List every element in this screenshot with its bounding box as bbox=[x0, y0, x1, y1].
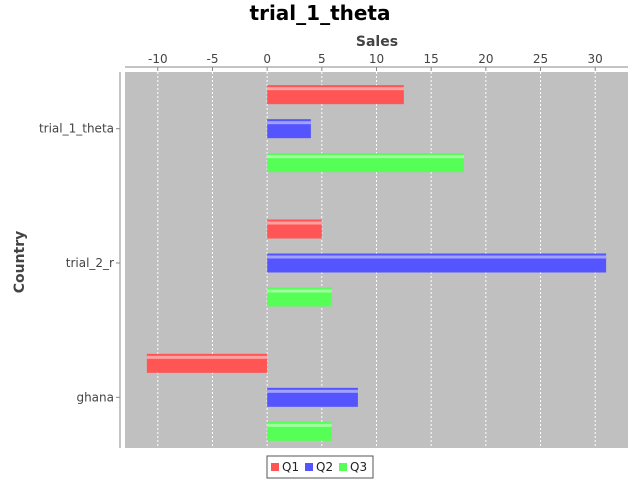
chart-title: trial_1_theta bbox=[250, 1, 391, 25]
legend-label: Q1 bbox=[282, 460, 299, 474]
bar-fill bbox=[267, 153, 464, 173]
legend: Q1 Q2 Q3 bbox=[266, 455, 374, 479]
x-tick-label: 0 bbox=[263, 52, 271, 66]
bar-fill bbox=[267, 253, 607, 273]
bar-highlight bbox=[267, 389, 358, 393]
bar-highlight bbox=[146, 355, 268, 359]
y-axis-title: Country bbox=[12, 231, 28, 294]
bar-q1 bbox=[267, 85, 404, 105]
bar-fill bbox=[146, 353, 268, 373]
y-tick-label: trial_2_r bbox=[66, 256, 114, 270]
x-tick-label: 20 bbox=[478, 52, 493, 66]
legend-box bbox=[266, 455, 374, 479]
bar-highlight bbox=[267, 155, 464, 159]
bar-fill bbox=[267, 119, 311, 139]
x-tick-label: -5 bbox=[206, 52, 218, 66]
bar-highlight bbox=[267, 87, 404, 91]
x-axis: -10 -5 0 5 10 15 20 25 30 bbox=[125, 52, 628, 71]
bar-fill bbox=[267, 85, 404, 105]
legend-swatch bbox=[339, 463, 347, 471]
x-tick-label: -10 bbox=[148, 52, 168, 66]
bar-fill bbox=[267, 219, 322, 239]
x-tick-label: 5 bbox=[318, 52, 326, 66]
bar-fill bbox=[267, 287, 332, 307]
bar-highlight bbox=[267, 255, 607, 259]
bar-q3 bbox=[267, 153, 464, 173]
legend-swatch bbox=[271, 463, 279, 471]
bar-q2 bbox=[267, 119, 311, 139]
bar-q1 bbox=[146, 353, 268, 373]
x-tick-label: 15 bbox=[424, 52, 439, 66]
bar-highlight bbox=[267, 221, 322, 225]
bar-fill bbox=[267, 421, 332, 441]
bar-q2 bbox=[267, 253, 607, 273]
y-tick-label: ghana bbox=[76, 390, 114, 404]
x-tick-label: 30 bbox=[588, 52, 603, 66]
bars-group bbox=[146, 85, 607, 441]
legend-swatch bbox=[305, 463, 313, 471]
bar-q3 bbox=[267, 421, 332, 441]
bar-highlight bbox=[267, 121, 311, 125]
legend-label: Q2 bbox=[316, 460, 333, 474]
bar-q3 bbox=[267, 287, 332, 307]
bar-q2 bbox=[267, 387, 358, 407]
bar-fill bbox=[267, 387, 358, 407]
bar-q1 bbox=[267, 219, 322, 239]
bar-highlight bbox=[267, 423, 332, 427]
x-axis-title: Sales bbox=[356, 34, 398, 50]
y-tick-label: trial_1_theta bbox=[39, 122, 114, 136]
x-tick-label: 10 bbox=[369, 52, 384, 66]
legend-label: Q3 bbox=[350, 460, 367, 474]
bar-highlight bbox=[267, 289, 332, 293]
x-tick-label: 25 bbox=[533, 52, 548, 66]
